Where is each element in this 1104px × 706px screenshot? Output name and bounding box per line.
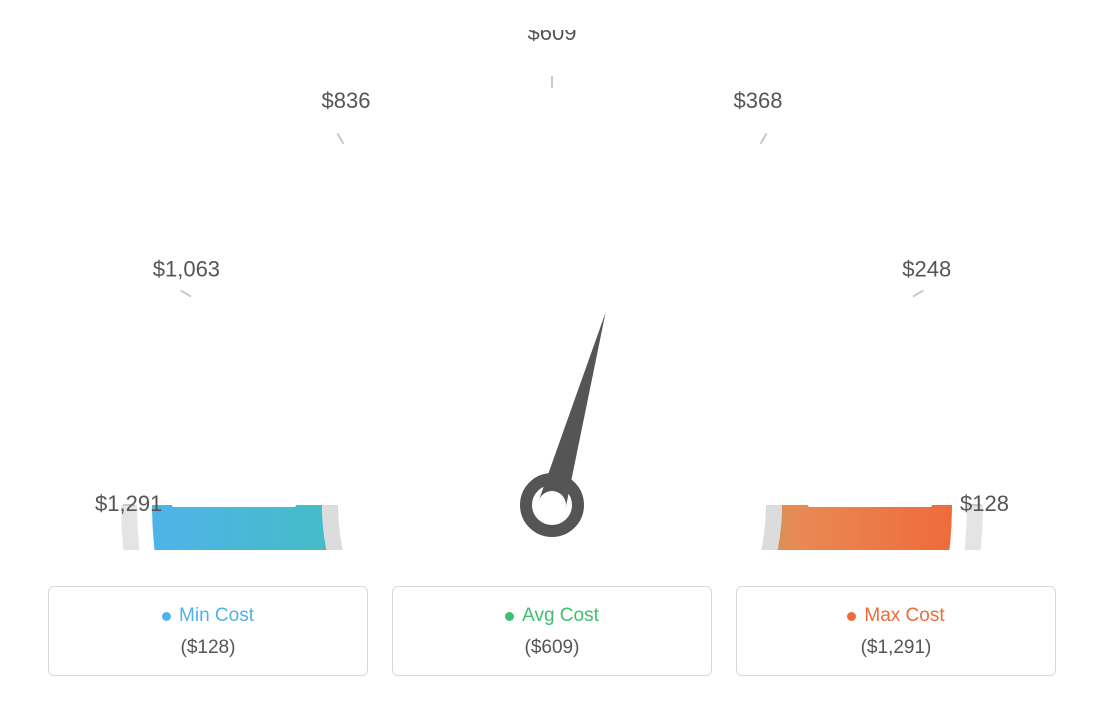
scale-label: $128	[960, 491, 1009, 516]
scale-label: $609	[528, 30, 577, 45]
min-cost-label: Min Cost	[179, 605, 254, 627]
min-cost-value: ($128)	[59, 637, 357, 659]
avg-cost-value: ($609)	[403, 637, 701, 659]
avg-cost-card: Avg Cost ($609)	[392, 586, 712, 676]
min-cost-dot-icon	[162, 612, 171, 621]
min-cost-card: Min Cost ($128)	[48, 586, 368, 676]
scale-label: $1,291	[95, 491, 162, 516]
max-cost-header: Max Cost	[747, 605, 1045, 627]
min-cost-header: Min Cost	[59, 605, 357, 627]
max-cost-value: ($1,291)	[747, 637, 1045, 659]
scale-label: $836	[322, 88, 371, 113]
summary-cards: Min Cost ($128) Avg Cost ($609) Max Cost…	[40, 586, 1064, 676]
avg-cost-label: Avg Cost	[522, 605, 599, 627]
avg-cost-header: Avg Cost	[403, 605, 701, 627]
gauge-chart: $128 $248 $368 $609 $836 $1,063 $1,291	[40, 30, 1064, 550]
scale-label: $248	[902, 257, 951, 282]
scale-label: $368	[734, 88, 783, 113]
max-cost-dot-icon	[847, 612, 856, 621]
max-cost-label: Max Cost	[864, 605, 944, 627]
gauge-svg: $128 $248 $368 $609 $836 $1,063 $1,291	[40, 30, 1064, 550]
avg-cost-dot-icon	[505, 612, 514, 621]
scale-label: $1,063	[153, 257, 220, 282]
max-cost-card: Max Cost ($1,291)	[736, 586, 1056, 676]
